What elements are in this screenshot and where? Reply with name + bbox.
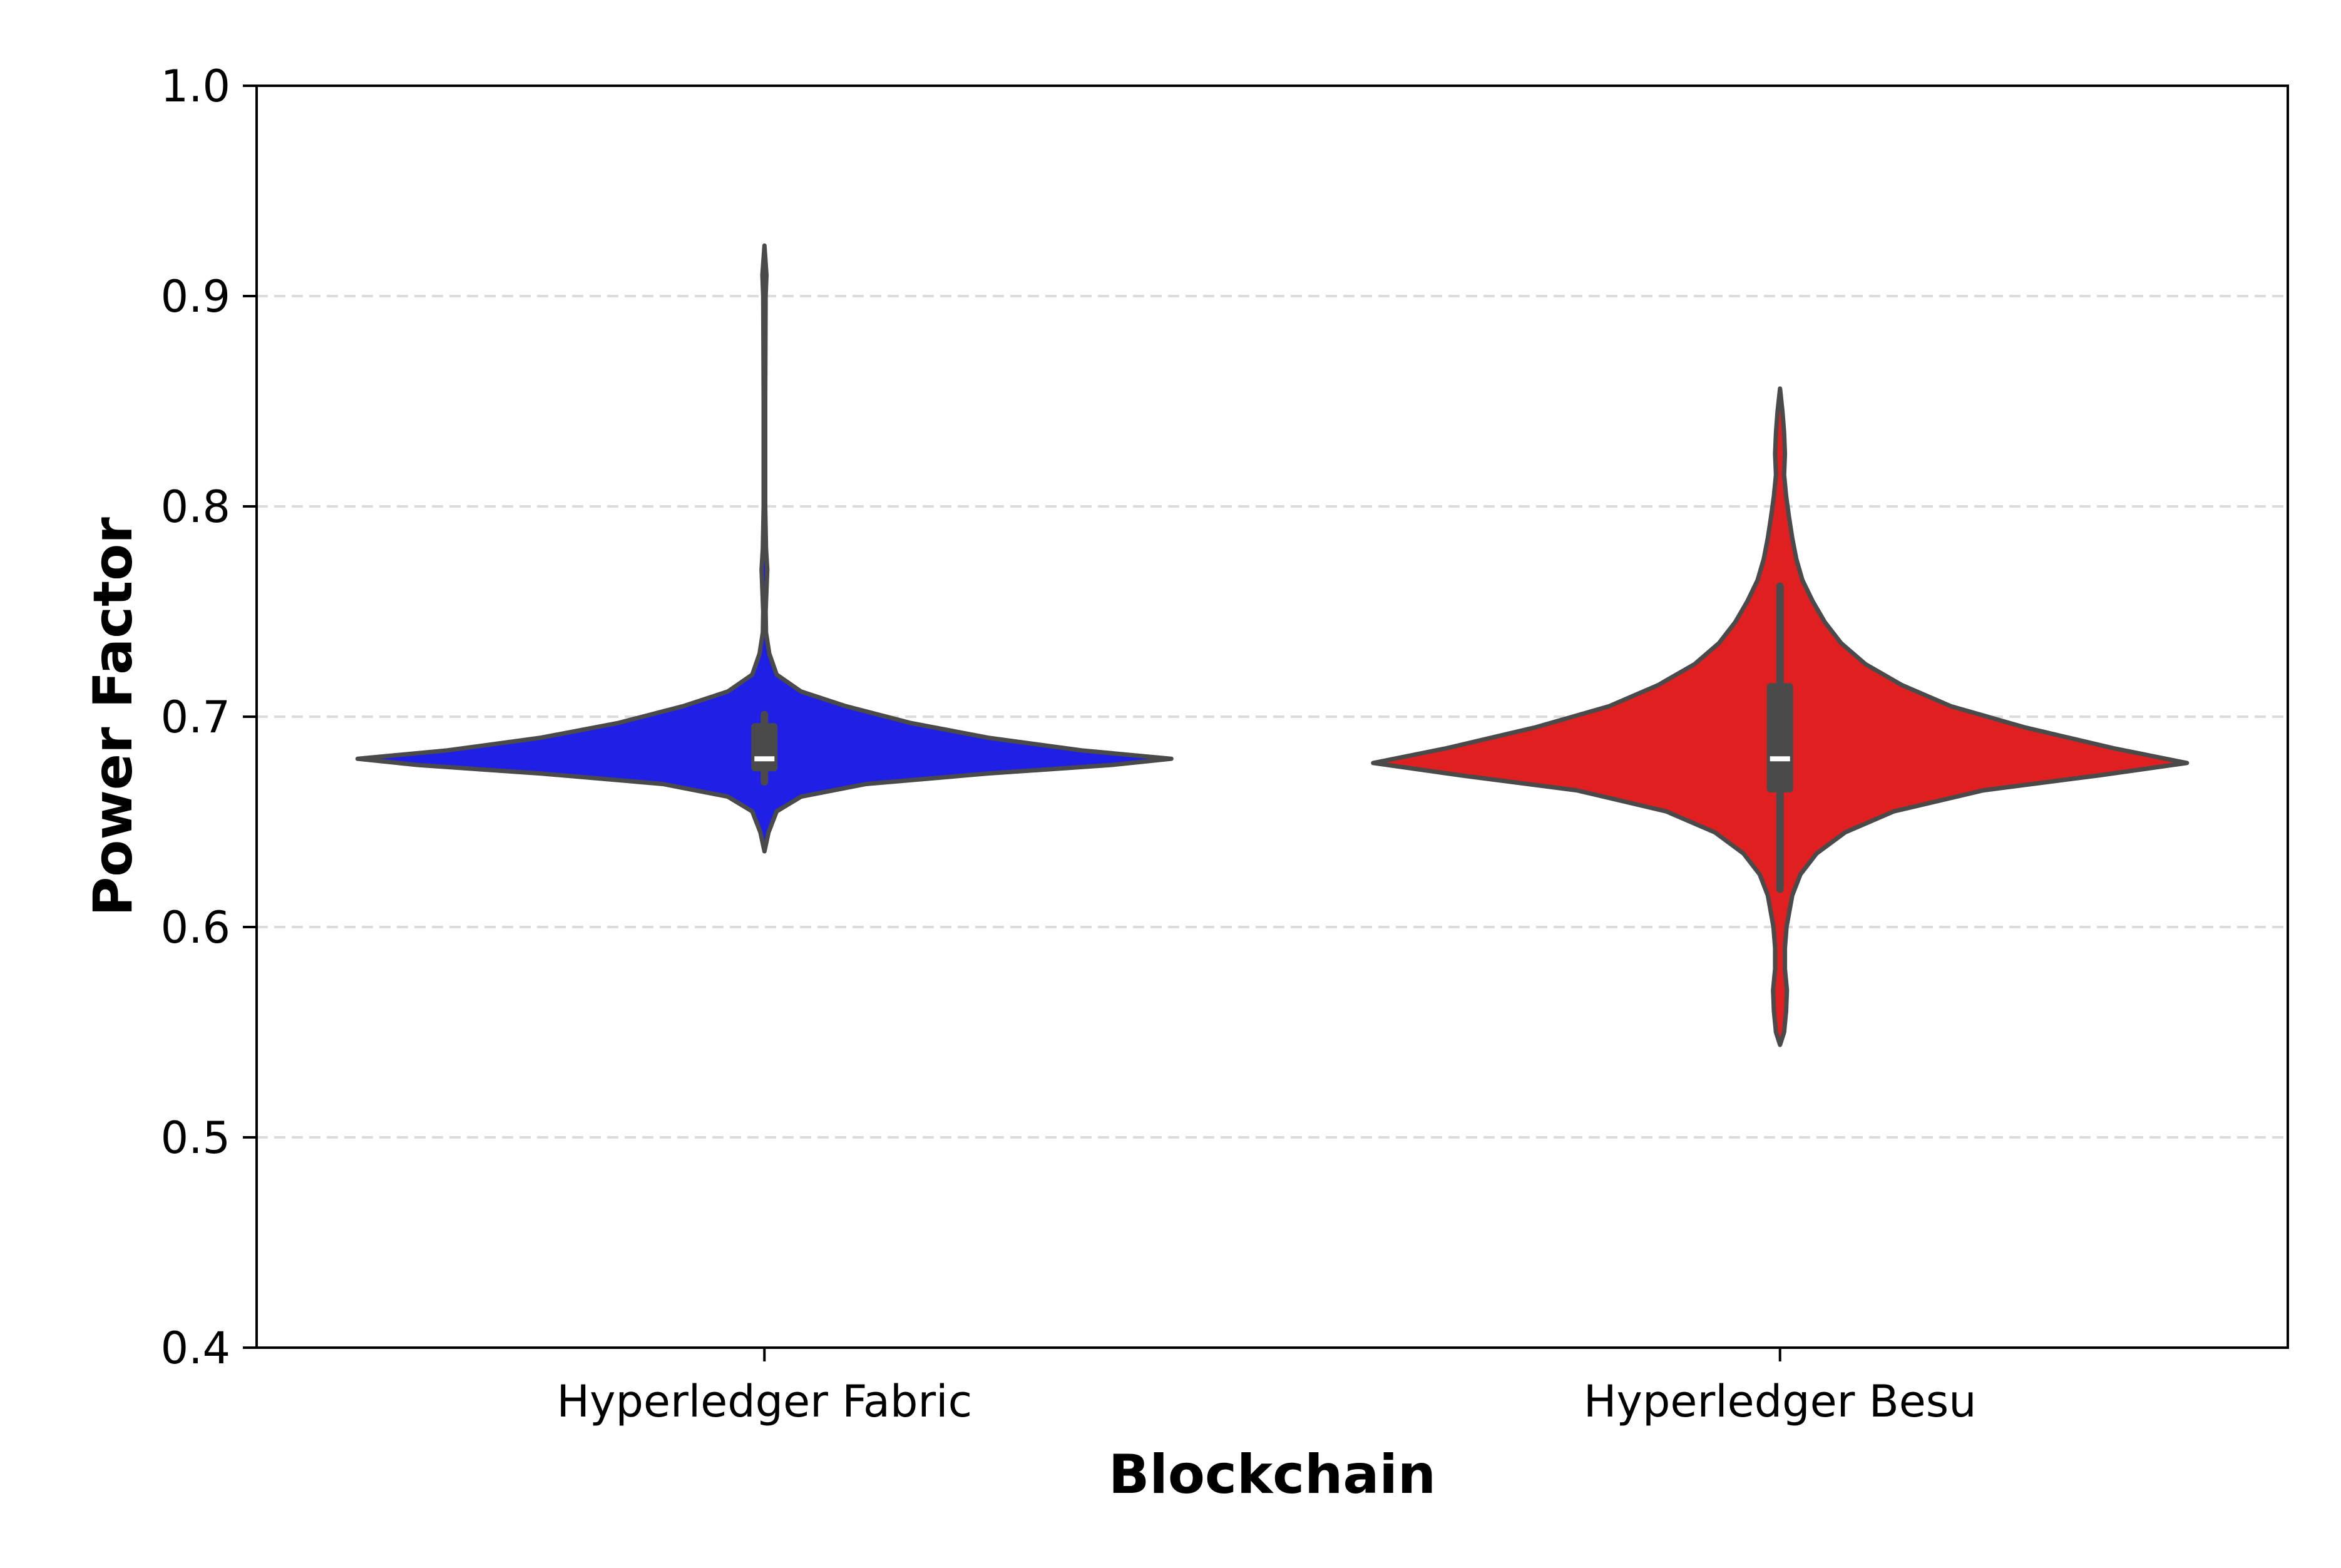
y-tick-label: 0.6	[161, 902, 230, 953]
violin-layer	[355, 243, 2190, 1047]
y-tick-label: 0.9	[161, 271, 230, 322]
y-axis-title: Power Factor	[82, 517, 145, 916]
iqr-box	[1766, 683, 1793, 792]
iqr-box	[751, 723, 778, 772]
violin-body	[355, 243, 1174, 854]
y-tick-label: 0.8	[161, 481, 230, 533]
violin-group	[355, 243, 1174, 854]
violin-group	[1371, 386, 2190, 1047]
x-tick-label: Hyperledger Fabric	[556, 1376, 972, 1427]
y-tick-label: 0.5	[161, 1112, 230, 1164]
y-tick-label: 0.4	[161, 1323, 230, 1374]
tick-layer: 0.4 0.5 0.6 0.7 0.8 0.9 1.0 Hyperledger Fabric H…	[161, 61, 1977, 1427]
y-tick-label: 0.7	[161, 692, 230, 743]
y-tick-label: 1.0	[161, 61, 230, 112]
x-tick-label: Hyperledger Besu	[1584, 1376, 1977, 1427]
x-axis-title: Blockchain	[1109, 1443, 1436, 1506]
